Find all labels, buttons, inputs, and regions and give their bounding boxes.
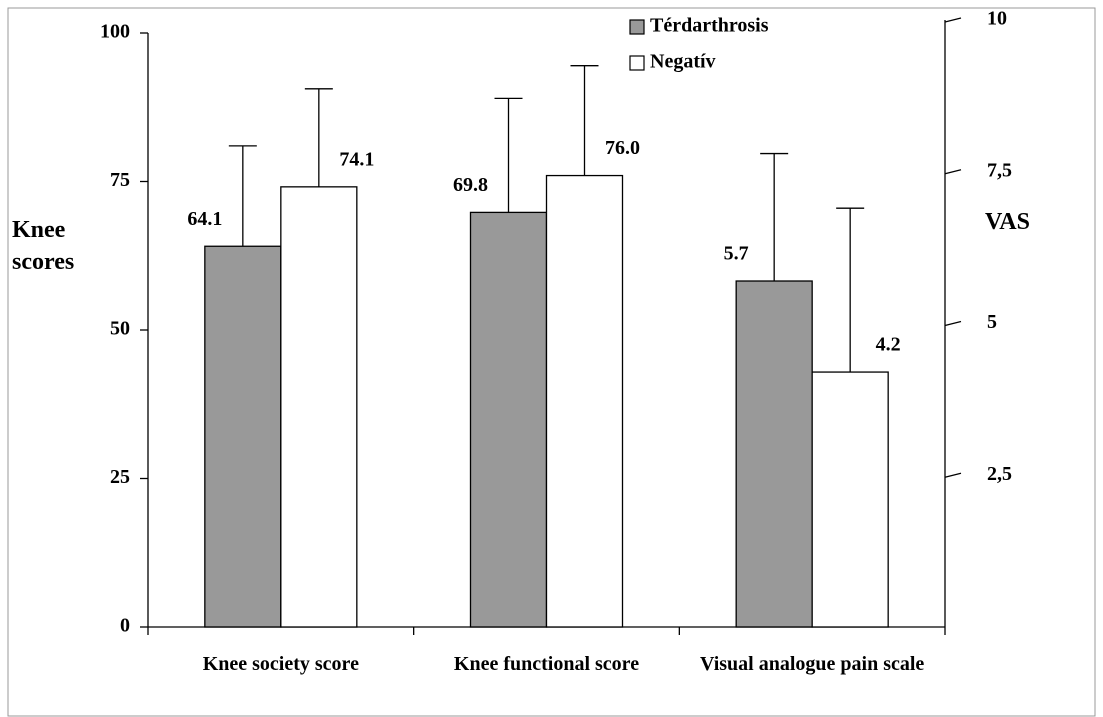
y2-tick-label: 5: [987, 311, 997, 333]
y2-tick: [944, 17, 962, 23]
y2-tick: [944, 472, 962, 478]
y-tick-label: 0: [120, 615, 130, 637]
data-label: 5.7: [724, 243, 749, 265]
data-label: 76.0: [605, 137, 640, 159]
bar: [280, 186, 358, 628]
y-tick-label: 50: [110, 318, 130, 340]
legend-label: Negatív: [650, 51, 716, 73]
y2-tick-label: 7,5: [987, 159, 1012, 181]
data-label: 64.1: [187, 208, 222, 230]
frame: [7, 7, 1096, 717]
bar: [811, 371, 889, 628]
y2-tick: [944, 169, 962, 175]
x-tick-label: Visual analogue pain scale: [700, 653, 925, 675]
data-label: 4.2: [876, 334, 901, 356]
legend-swatch: [629, 55, 645, 71]
x-tick-label: Knee functional score: [453, 653, 640, 675]
bar: [735, 280, 813, 628]
data-label: 69.8: [453, 174, 488, 196]
legend-swatch: [629, 19, 645, 35]
y-tick-label: 75: [110, 169, 130, 191]
y-axis-label: Knee scores: [12, 217, 75, 275]
bar: [469, 211, 548, 628]
y2-tick-label: 2,5: [987, 463, 1012, 485]
legend-label: Térdarthrosis: [650, 15, 769, 37]
data-label: 74.1: [339, 148, 374, 170]
y-tick-label: 100: [100, 21, 130, 43]
bar: [204, 245, 282, 628]
y2-tick-label: 10: [987, 8, 1007, 30]
x-tick-label: Knee society score: [202, 653, 359, 675]
y2-axis-label: VAS: [985, 209, 1030, 235]
bar: [545, 174, 624, 628]
y-tick-label: 25: [110, 466, 130, 488]
y2-tick: [944, 320, 962, 327]
